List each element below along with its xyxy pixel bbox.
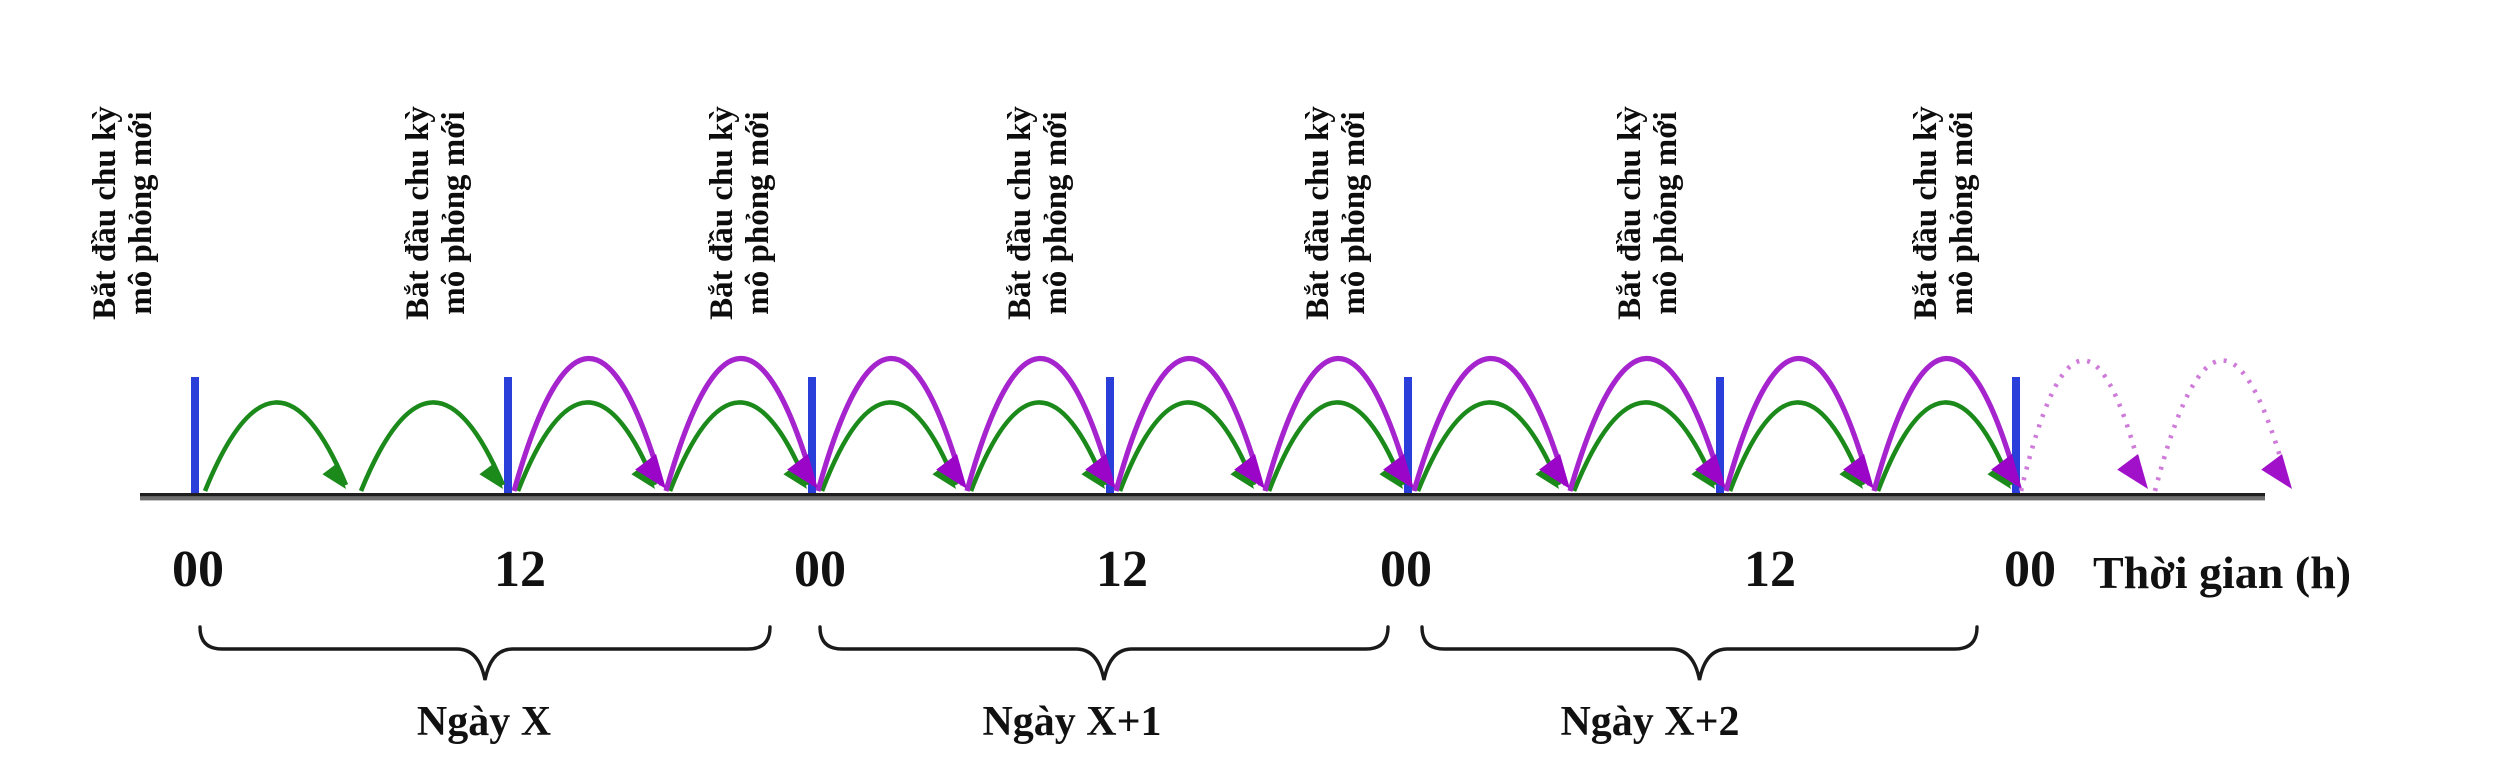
arrow-head-short <box>479 462 503 489</box>
axis-label: Thời gian (h) <box>2093 547 2352 598</box>
cycle-start-label: Bắt đầu chu kỳ mô phỏng mới <box>1908 81 1980 345</box>
forecast-arc-long <box>1723 356 1873 492</box>
arrow-head-future <box>2117 454 2148 489</box>
forecast-arc-long <box>964 356 1115 492</box>
cycle-start-label: Bắt đầu chu kỳ mô phỏng mới <box>1300 81 1372 345</box>
tick-label: 00 <box>794 541 846 598</box>
arrow-head-short <box>322 462 346 489</box>
cycle-start-label-line1: Bắt đầu chu kỳ <box>1908 106 1944 320</box>
cycle-start-label-line1: Bắt đầu chu kỳ <box>704 106 740 320</box>
cycle-start-bar <box>1404 377 1412 493</box>
cycle-start-label: Bắt đầu chu kỳ mô phỏng mới <box>400 81 472 345</box>
forecast-arc-short <box>515 400 658 492</box>
cycle-start-label-line1: Bắt đầu chu kỳ <box>87 106 123 320</box>
tick-label: 12 <box>1744 541 1796 598</box>
forecast-arc-long <box>1871 356 2021 492</box>
forecast-arc-long <box>1113 356 1264 492</box>
time-axis <box>140 493 2265 497</box>
cycle-start-bar <box>2012 377 2020 493</box>
forecast-arc-short <box>968 400 1108 492</box>
forecast-arc-short <box>358 400 506 492</box>
forecast-arc-long <box>663 356 817 492</box>
day-brace <box>818 625 1390 681</box>
cycle-start-label-line2: mô phỏng mới <box>1648 111 1684 315</box>
arrow-head-future <box>2261 454 2292 489</box>
forecast-arc-long <box>1567 356 1725 492</box>
forecast-arc-short <box>819 400 959 492</box>
arrow-head-long <box>1383 454 1414 489</box>
cycle-start-bar <box>808 377 816 493</box>
forecast-arc-short <box>667 400 810 492</box>
arrow-head-long <box>635 454 666 489</box>
cycle-start-label-line2: mô phỏng mới <box>436 111 472 315</box>
arrow-head-long <box>1234 454 1265 489</box>
cycle-start-label-line2: mô phỏng mới <box>1944 111 1980 315</box>
cycle-start-label-line1: Bắt đầu chu kỳ <box>1612 106 1648 320</box>
cycle-start-bar <box>191 377 199 493</box>
cycle-start-bar <box>504 377 512 493</box>
forecast-arc-future <box>2018 358 2147 492</box>
day-label: Ngày X <box>416 699 552 745</box>
cycle-start-label: Bắt đầu chu kỳ mô phỏng mới <box>87 81 159 345</box>
forecast-arc-long <box>815 356 966 492</box>
cycle-start-label-line1: Bắt đầu chu kỳ <box>1002 106 1038 320</box>
forecast-arc-long <box>1262 356 1413 492</box>
day-label: Ngày X+1 <box>982 699 1162 745</box>
arrow-head-long <box>1539 454 1570 489</box>
tick-label: 12 <box>1096 541 1148 598</box>
arrow-head-long <box>787 454 818 489</box>
arrow-head-long <box>936 454 967 489</box>
cycle-start-bar <box>1716 377 1724 493</box>
forecast-arc-short <box>1875 400 2014 492</box>
forecast-arc-short <box>1727 400 1866 492</box>
day-brace <box>198 625 772 681</box>
cycle-start-label-line2: mô phỏng mới <box>1038 111 1074 315</box>
tick-label: 12 <box>494 541 546 598</box>
tick-label: 00 <box>2004 541 2056 598</box>
arrow-head-long <box>1695 454 1726 489</box>
cycle-start-label: Bắt đầu chu kỳ mô phỏng mới <box>1612 81 1684 345</box>
forecast-arc-long <box>511 356 665 492</box>
day-brace <box>1420 625 1979 681</box>
day-label: Ngày X+2 <box>1560 699 1740 745</box>
time-axis-shadow <box>140 496 2265 501</box>
cycle-start-label-line2: mô phỏng mới <box>740 111 776 315</box>
tick-label: 00 <box>172 541 224 598</box>
cycle-start-label-line2: mô phỏng mới <box>1336 111 1372 315</box>
tick-label: 00 <box>1380 541 1432 598</box>
arrow-head-long <box>1085 454 1116 489</box>
forecast-arc-short <box>1571 400 1718 492</box>
forecast-arc-short <box>202 400 349 492</box>
forecast-arc-short <box>1117 400 1257 492</box>
cycle-start-label-line2: mô phỏng mới <box>123 111 159 315</box>
cycle-start-label-line1: Bắt đầu chu kỳ <box>400 106 436 320</box>
forecast-arc-short <box>1266 400 1406 492</box>
cycle-start-label: Bắt đầu chu kỳ mô phỏng mới <box>1002 81 1074 345</box>
cycle-start-bar <box>1106 377 1114 493</box>
arrow-head-long <box>1843 454 1874 489</box>
cycle-start-label-line1: Bắt đầu chu kỳ <box>1300 106 1336 320</box>
forecast-arc-short <box>1415 400 1562 492</box>
forecast-arc-long <box>1411 356 1569 492</box>
cycle-start-label: Bắt đầu chu kỳ mô phỏng mới <box>704 81 776 345</box>
arrow-head-long <box>1991 454 2022 489</box>
